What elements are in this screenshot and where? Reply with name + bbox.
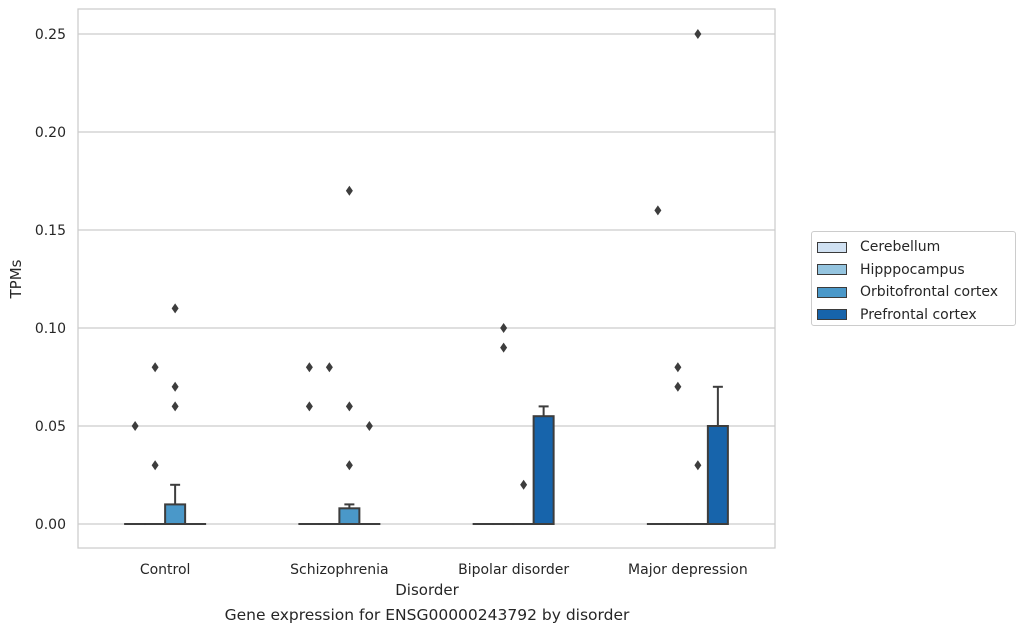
- legend-item: Orbitofrontal cortex: [817, 281, 1015, 304]
- box-prefrontal-cortex: [358, 421, 381, 526]
- box-orbitofrontal-cortex: [512, 479, 535, 526]
- y-tick-label: 0.25: [35, 27, 66, 43]
- box-hipppocampus: [144, 362, 167, 526]
- legend-item: Prefrontal cortex: [817, 304, 1015, 327]
- box-orbitofrontal-cortex: [686, 29, 709, 526]
- legend-swatch: [817, 264, 847, 276]
- outlier-point: [151, 362, 159, 373]
- outlier-point: [500, 342, 508, 353]
- box-body: [338, 507, 361, 526]
- legend-item: Hipppocampus: [817, 259, 1015, 282]
- box-prefrontal-cortex: [532, 405, 555, 526]
- y-tick-label: 0.10: [35, 321, 66, 337]
- y-tick-label: 0.05: [35, 419, 66, 435]
- outlier-point: [500, 323, 508, 333]
- x-tick-labels: Control Schizophrenia Bipolar disorder Majo…: [140, 562, 748, 578]
- outlier-point: [365, 421, 373, 431]
- legend-label: Cerebellum: [860, 239, 941, 256]
- box-hipppocampus: [318, 362, 341, 526]
- x-tick-label: Major depression: [628, 562, 748, 578]
- legend-swatch: [817, 241, 847, 253]
- legend-swatch: [817, 286, 847, 298]
- outlier-point: [674, 381, 682, 392]
- plot-area: [124, 29, 729, 526]
- outlier-point: [305, 401, 313, 412]
- outlier-point: [345, 460, 353, 471]
- x-tick-label: Control: [140, 562, 191, 578]
- legend-label: Hipppocampus: [860, 261, 965, 278]
- box-cerebellum: [298, 362, 321, 526]
- outlier-point: [171, 381, 179, 392]
- figure-caption: Gene expression for ENSG00000243792 by d…: [224, 606, 630, 624]
- box-orbitofrontal-cortex: [164, 303, 187, 525]
- box-body: [706, 425, 729, 525]
- box-orbitofrontal-cortex: [338, 185, 361, 526]
- outlier-point: [345, 401, 353, 412]
- y-tick-label: 0.15: [35, 223, 66, 239]
- box-cerebellum: [646, 205, 669, 526]
- box-prefrontal-cortex: [706, 385, 729, 525]
- outlier-point: [694, 460, 702, 471]
- outlier-point: [674, 362, 682, 373]
- box-body: [532, 415, 555, 526]
- legend-item: Cerebellum: [817, 236, 1015, 259]
- outlier-point: [151, 460, 159, 471]
- outlier-point: [171, 401, 179, 412]
- outlier-point: [171, 303, 179, 314]
- y-tick-label: 0.20: [35, 125, 66, 141]
- plot-frame: [77, 8, 776, 549]
- outlier-point: [694, 29, 702, 39]
- outlier-point: [131, 421, 139, 431]
- legend-swatch: [817, 309, 847, 321]
- y-gridlines: [78, 33, 775, 525]
- legend-label: Orbitofrontal cortex: [860, 284, 998, 301]
- legend: Cerebellum Hipppocampus Orbitofrontal co…: [811, 231, 1016, 326]
- y-tick-labels: 0.00 0.05 0.10 0.15 0.20 0.25: [35, 27, 66, 533]
- box-body: [164, 503, 187, 525]
- outlier-point: [345, 185, 353, 196]
- box-cerebellum: [124, 421, 147, 526]
- legend-label: Prefrontal cortex: [860, 306, 977, 323]
- box-hipppocampus: [492, 323, 515, 526]
- outlier-point: [325, 362, 333, 373]
- y-tick-label: 0.00: [35, 517, 66, 533]
- box-hipppocampus: [666, 362, 689, 526]
- x-axis-label: Disorder: [395, 581, 459, 599]
- x-tick-label: Schizophrenia: [290, 562, 388, 578]
- y-axis-label: TPMs: [7, 259, 25, 299]
- outlier-point: [654, 205, 662, 216]
- outlier-point: [520, 479, 528, 490]
- outlier-point: [305, 362, 313, 373]
- x-tick-label: Bipolar disorder: [458, 562, 569, 578]
